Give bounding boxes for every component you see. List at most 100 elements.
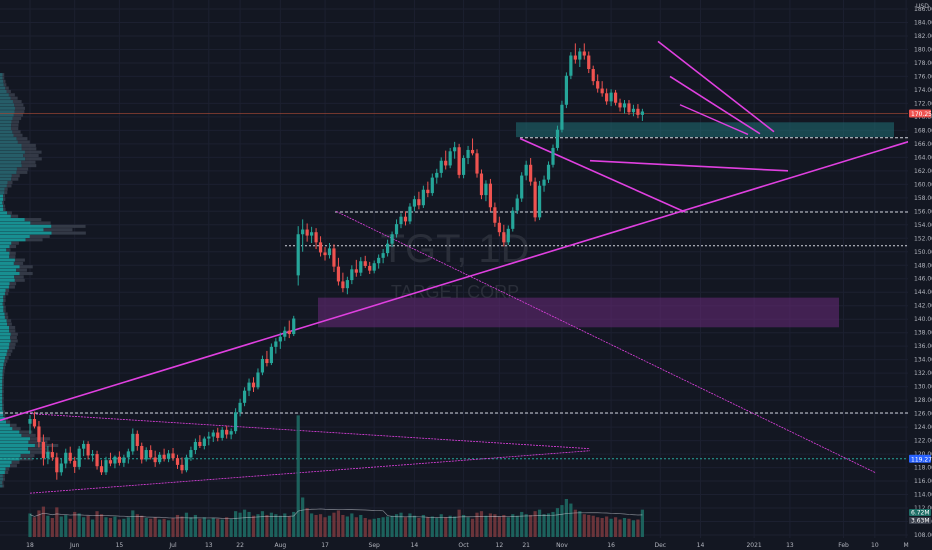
candle-body <box>457 147 461 175</box>
candle-body <box>225 429 229 435</box>
volume-bar <box>283 513 287 537</box>
volume-bar <box>354 517 358 537</box>
candle-body <box>99 466 104 473</box>
volume-profile-row <box>0 268 17 272</box>
volume-profile-row <box>0 76 3 80</box>
volume-profile-row-sell <box>16 268 27 272</box>
volume-profile-row-sell <box>13 113 24 117</box>
y-axis[interactable]: USD108.00110.00112.00114.00116.00118.001… <box>908 0 932 550</box>
volume-bar <box>234 511 238 537</box>
volume-bar <box>153 517 157 537</box>
candle-body <box>32 419 37 427</box>
volume-profile-row <box>0 177 12 181</box>
y-tick-label: 138.00 <box>914 330 932 337</box>
candle-body <box>202 438 206 446</box>
candle-body <box>229 431 233 435</box>
candle-body <box>251 382 256 388</box>
volume-profile-row <box>0 143 22 147</box>
volume-bar <box>421 514 425 537</box>
x-tick-label: 18 <box>26 542 34 549</box>
y-tick-label: 160.00 <box>914 181 932 188</box>
candle-body <box>515 198 519 211</box>
volume-profile-row <box>0 319 7 323</box>
current-price-tag <box>909 109 931 118</box>
volume-bar <box>533 511 537 537</box>
volume-tag-label: 6.72M <box>911 510 930 517</box>
volume-profile-row-sell <box>6 319 12 323</box>
volume-bar <box>59 516 63 537</box>
volume-profile-row-sell <box>12 100 22 104</box>
volume-profile-row-sell <box>7 322 12 326</box>
volume-profile-row-sell <box>3 83 7 87</box>
volume-bar <box>444 517 448 537</box>
volume-profile-row-sell <box>8 93 15 97</box>
x-tick-label: Aug <box>274 542 286 549</box>
y-tick-label: 158.00 <box>914 195 932 202</box>
wedge-mid-line <box>669 75 761 135</box>
volume-profile-row <box>0 127 11 131</box>
x-axis[interactable]: 18 Jun 15 Jul 13 22 Aug 17 Sep 14 Oct 12 21 Nov 16 Dec 1… <box>0 538 932 550</box>
candle-body <box>73 460 77 467</box>
volume-bar <box>247 511 251 537</box>
volume-profile-row-sell <box>2 386 4 390</box>
candle-body <box>613 92 618 103</box>
volume-bar <box>256 514 260 537</box>
x-tick-label: 16 <box>607 542 615 549</box>
volume-profile-row-sell <box>4 359 8 363</box>
candle-body <box>372 263 376 271</box>
horizontal-lines <box>0 113 908 460</box>
y-tick-label: 176.00 <box>914 73 932 80</box>
candle-body <box>149 450 153 458</box>
candle-body <box>488 183 493 208</box>
volume-profile-row-sell <box>2 410 5 414</box>
x-tick-label: 14 <box>697 542 705 549</box>
candle-body <box>265 358 269 364</box>
volume-bar <box>618 519 622 537</box>
volume-profile-row-sell <box>2 383 4 387</box>
volume-profile-row-sell <box>9 251 16 255</box>
y-tick-label: 166.00 <box>914 141 932 148</box>
candle-body <box>448 151 452 166</box>
volume-profile-row-sell <box>14 278 25 282</box>
volume-profile-row-sell <box>3 305 6 309</box>
y-tick-label: 156.00 <box>914 208 932 215</box>
volume-profile-row-sell <box>2 373 5 377</box>
y-tick-label: 128.00 <box>914 397 932 404</box>
volume-bar <box>453 516 457 537</box>
volume-bar <box>520 511 524 537</box>
volume-profile-row-sell <box>20 454 35 458</box>
volume-profile-row <box>0 423 10 427</box>
candle-body <box>359 261 363 273</box>
volume-profile-row-sell <box>14 275 24 279</box>
candle-body <box>417 199 421 206</box>
volume-bar <box>238 512 242 537</box>
volume-profile-row-sell <box>10 127 19 131</box>
candle-body <box>368 265 372 271</box>
volume-profile-row <box>0 312 5 316</box>
candle-body <box>555 129 560 148</box>
volume-bar <box>28 513 32 537</box>
candle-body <box>171 453 175 459</box>
candle-body <box>216 432 220 438</box>
volume-profile-row-sell <box>3 204 6 208</box>
candle-body <box>117 456 121 463</box>
volume-profile-row <box>0 153 24 158</box>
candle-body <box>86 443 90 456</box>
volume-profile-row <box>0 477 3 481</box>
volume-bar <box>336 510 341 537</box>
volume-bar <box>104 517 108 537</box>
volume-bar <box>412 515 417 537</box>
x-tick-label: 14 <box>411 542 419 549</box>
volume-profile-row <box>0 86 6 90</box>
volume-bar <box>609 518 613 537</box>
volume-bar <box>596 517 600 537</box>
volume-profile-row-sell <box>3 309 6 313</box>
candle-body <box>493 207 497 223</box>
candle-body <box>381 253 385 258</box>
candle-body <box>274 341 278 347</box>
volume-bar <box>260 511 265 537</box>
volume-bar <box>229 518 233 537</box>
candle-body <box>444 160 448 166</box>
